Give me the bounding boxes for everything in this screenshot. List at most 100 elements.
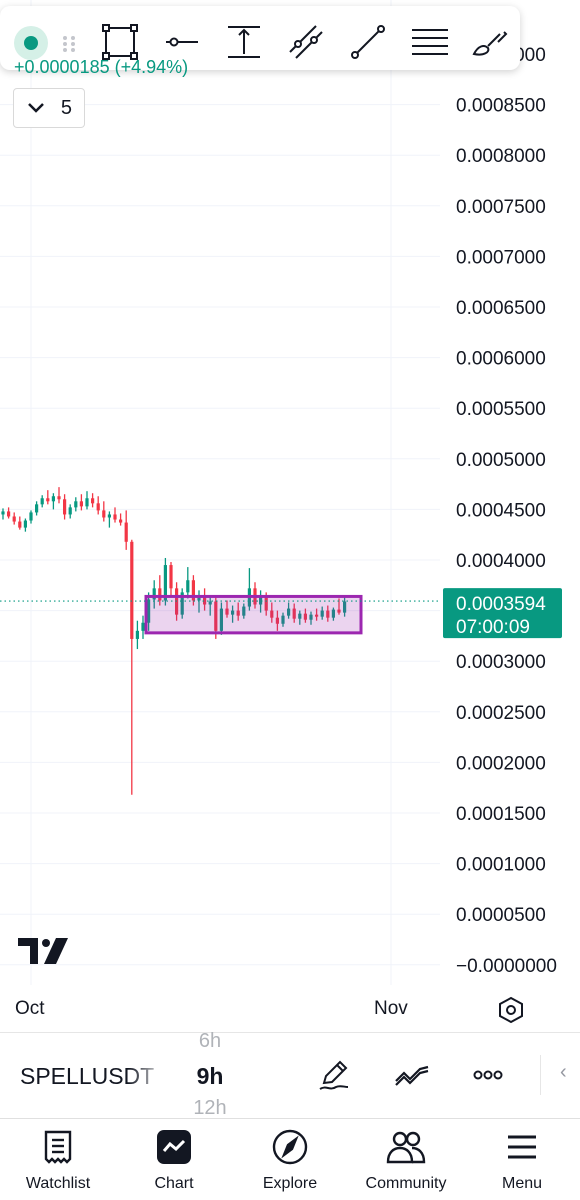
interval-option-current[interactable]: 9h — [196, 1063, 224, 1089]
compass-icon — [270, 1127, 310, 1167]
price-axis-label: −0.0000000 — [456, 956, 557, 977]
interval-option-above[interactable]: 6h — [198, 1030, 222, 1051]
candle-countdown-label: 07:00:09 — [456, 617, 530, 638]
price-axis-label: 0.0006500 — [456, 298, 546, 319]
price-axis-label: 0.0005500 — [456, 399, 546, 420]
candle-body — [219, 608, 223, 631]
candle-body — [91, 498, 95, 504]
candle-body — [124, 522, 128, 542]
candle-body — [63, 499, 67, 515]
collapse-arrow-icon[interactable]: ‹ — [560, 1061, 567, 1083]
price-axis-label: 0.0007500 — [456, 197, 546, 218]
candle-body — [275, 617, 279, 624]
candle-body — [147, 599, 151, 623]
candle-body — [331, 609, 335, 618]
candle-body — [102, 510, 106, 518]
candle-body — [343, 601, 347, 613]
interval-option-below[interactable]: 12h — [193, 1099, 227, 1119]
candle-body — [298, 613, 302, 619]
candle-body — [180, 592, 184, 615]
candle-body — [337, 609, 341, 613]
candle-body — [242, 606, 246, 616]
horizontal-line-tool-icon[interactable] — [160, 20, 204, 64]
candle-body — [23, 520, 27, 528]
candle-body — [7, 511, 11, 517]
candle-body — [169, 565, 173, 589]
watchlist-icon — [38, 1127, 78, 1167]
candle-body — [259, 596, 263, 605]
range-box-drawing — [144, 594, 363, 635]
candle-body — [12, 516, 16, 522]
candle-body — [130, 541, 134, 639]
chart-area[interactable]: 0.00090000.00085000.00080000.00075000.00… — [0, 0, 580, 990]
candle-body — [203, 595, 207, 605]
candle-body — [46, 498, 50, 502]
chart-settings-icon[interactable] — [497, 996, 525, 1024]
candle-body — [292, 608, 296, 619]
interval-count-value: 5 — [60, 96, 72, 119]
price-axis-label: 0.0003000 — [456, 652, 546, 673]
candle-body — [152, 588, 156, 600]
price-axis-label: 0.0008000 — [456, 146, 546, 167]
candle-body — [119, 519, 123, 523]
candle-body — [186, 580, 190, 593]
price-axis-label: 0.0004500 — [456, 500, 546, 521]
nav-label-community: Community — [365, 1175, 447, 1192]
interval-picker[interactable]: 6h 9h 12h — [180, 1027, 240, 1123]
chart-icon — [154, 1127, 194, 1167]
price-axis-label: 0.0004000 — [456, 551, 546, 572]
price-axis-label: 0.0002500 — [456, 703, 546, 724]
nav-item-watchlist[interactable]: Watchlist — [0, 1119, 116, 1200]
nav-item-community[interactable]: Community — [348, 1119, 464, 1200]
candle-body — [96, 503, 100, 511]
candle-body — [35, 504, 39, 513]
candle-body — [287, 608, 291, 616]
candle-body — [113, 514, 117, 520]
candle-body — [79, 501, 83, 507]
candle-body — [74, 501, 78, 508]
nav-item-chart[interactable]: Chart — [116, 1119, 232, 1200]
candle-body — [264, 596, 268, 611]
time-axis-label-nov: Nov — [374, 998, 408, 1019]
bottom-navigation: Watchlist Chart Explore Community Menu — [0, 1118, 580, 1200]
indicators-icon[interactable] — [390, 1055, 434, 1095]
candle-body — [214, 601, 218, 631]
price-axis-label: 0.0001000 — [456, 855, 546, 876]
candle-body — [163, 565, 167, 601]
price-axis-label: 0.0007000 — [456, 247, 546, 268]
interval-count-button[interactable]: 5 — [13, 88, 85, 128]
toolbar-separator — [540, 1055, 541, 1095]
tradingview-logo-icon — [18, 938, 68, 964]
price-axis-label: 0.0001500 — [456, 804, 546, 825]
price-axis-label: 0.0005000 — [456, 450, 546, 471]
current-price-badge — [443, 588, 562, 639]
menu-icon — [502, 1127, 542, 1167]
nav-item-explore[interactable]: Explore — [232, 1119, 348, 1200]
more-options-icon[interactable] — [466, 1055, 510, 1095]
price-axis-label: 0.0002000 — [456, 753, 546, 774]
symbol-fade — [128, 1053, 168, 1093]
nav-label-explore: Explore — [262, 1175, 318, 1192]
candle-body — [197, 595, 201, 601]
price-axis-label: 0.0000500 — [456, 905, 546, 926]
nav-label-watchlist: Watchlist — [25, 1175, 91, 1192]
candle-body — [231, 610, 235, 615]
parallel-channel-tool-icon[interactable] — [284, 20, 328, 64]
time-axis-label-oct: Oct — [15, 998, 45, 1019]
candle-body — [135, 630, 139, 639]
community-icon — [386, 1127, 426, 1167]
drag-handle-icon[interactable] — [60, 34, 78, 54]
brush-tool-icon[interactable] — [468, 20, 512, 64]
nav-label-menu: Menu — [501, 1175, 543, 1192]
price-range-tool-icon[interactable] — [222, 20, 266, 64]
price-chart[interactable]: 0.00090000.00085000.00080000.00075000.00… — [0, 0, 580, 990]
fib-retracement-tool-icon[interactable] — [408, 20, 452, 64]
rectangle-tool-icon[interactable] — [98, 20, 142, 64]
drawing-toolbar — [0, 6, 520, 70]
nav-item-menu[interactable]: Menu — [464, 1119, 580, 1200]
candle-body — [1, 511, 5, 515]
trend-line-tool-icon[interactable] — [346, 20, 390, 64]
candle-body — [270, 610, 274, 618]
candle-body — [191, 580, 195, 601]
pencil-icon[interactable] — [312, 1055, 356, 1095]
